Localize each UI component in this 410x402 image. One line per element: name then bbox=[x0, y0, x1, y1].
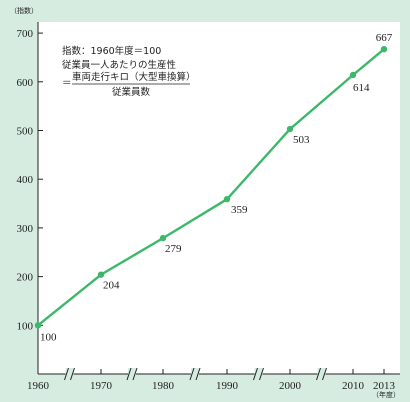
data-point bbox=[349, 71, 357, 79]
data-label: 100 bbox=[40, 331, 57, 343]
x-tick-label: 1970 bbox=[90, 380, 113, 392]
data-point bbox=[380, 45, 388, 53]
y-tick-label: 300 bbox=[17, 223, 34, 235]
data-label: 204 bbox=[103, 280, 120, 292]
axis-break-mark bbox=[189, 367, 195, 381]
y-tick-label: 600 bbox=[17, 77, 34, 89]
annotation-numerator: 車両走行キロ（大型車換算） bbox=[72, 71, 196, 83]
x-tick-label: 2010 bbox=[342, 380, 365, 392]
y-tick-label: 500 bbox=[17, 126, 34, 138]
data-point bbox=[286, 125, 294, 133]
plot-area bbox=[38, 22, 400, 374]
axis-break-mark bbox=[316, 367, 321, 381]
x-unit-label: （年度） bbox=[372, 390, 400, 399]
data-label: 279 bbox=[165, 243, 182, 255]
axis-break-mark bbox=[322, 367, 327, 381]
axis-break-mark bbox=[132, 367, 138, 381]
data-point bbox=[97, 271, 105, 278]
axis-break-gap bbox=[317, 368, 326, 380]
data-label: 503 bbox=[293, 134, 310, 146]
annotation-box: 指数：1960年度＝100 従業員一人あたりの生産性 ＝ 車両走行キロ（大型車換… bbox=[62, 45, 196, 98]
y-tick-label: 400 bbox=[17, 174, 34, 186]
axis-break-gap bbox=[65, 368, 74, 380]
annotation-line1: 指数：1960年度＝100 bbox=[62, 45, 161, 57]
annotation-prefix: ＝ bbox=[62, 78, 72, 89]
y-tick-label: 700 bbox=[17, 28, 34, 40]
annotation-denominator: 従業員数 bbox=[112, 86, 151, 98]
axis-break-mark bbox=[126, 367, 132, 381]
axis-break-gap bbox=[254, 368, 263, 380]
data-point bbox=[34, 322, 42, 329]
y-unit-label: （指数） bbox=[10, 6, 38, 15]
data-label: 667 bbox=[376, 32, 393, 44]
data-label: 359 bbox=[231, 204, 248, 216]
axis-break-mark bbox=[70, 367, 75, 381]
axis-break-mark bbox=[253, 367, 258, 381]
data-label: 614 bbox=[353, 82, 370, 94]
y-tick-label: 100 bbox=[17, 320, 34, 332]
data-point bbox=[223, 195, 231, 203]
data-point bbox=[159, 234, 167, 242]
x-tick-label: 2000 bbox=[279, 380, 302, 392]
x-tick-label: 1990 bbox=[216, 380, 239, 392]
axis-break-gap bbox=[128, 368, 136, 380]
axis-break-mark bbox=[259, 367, 264, 381]
axis-break-gap bbox=[191, 368, 199, 380]
axis-break-mark bbox=[195, 367, 201, 381]
annotation-line2: 従業員一人あたりの生産性 bbox=[62, 59, 177, 71]
axis-break-mark bbox=[64, 367, 69, 381]
x-tick-label: 1980 bbox=[152, 380, 175, 392]
x-tick-label: 2013 bbox=[373, 380, 396, 392]
y-tick-label: 200 bbox=[17, 272, 34, 284]
x-tick-label: 1960 bbox=[27, 380, 50, 392]
